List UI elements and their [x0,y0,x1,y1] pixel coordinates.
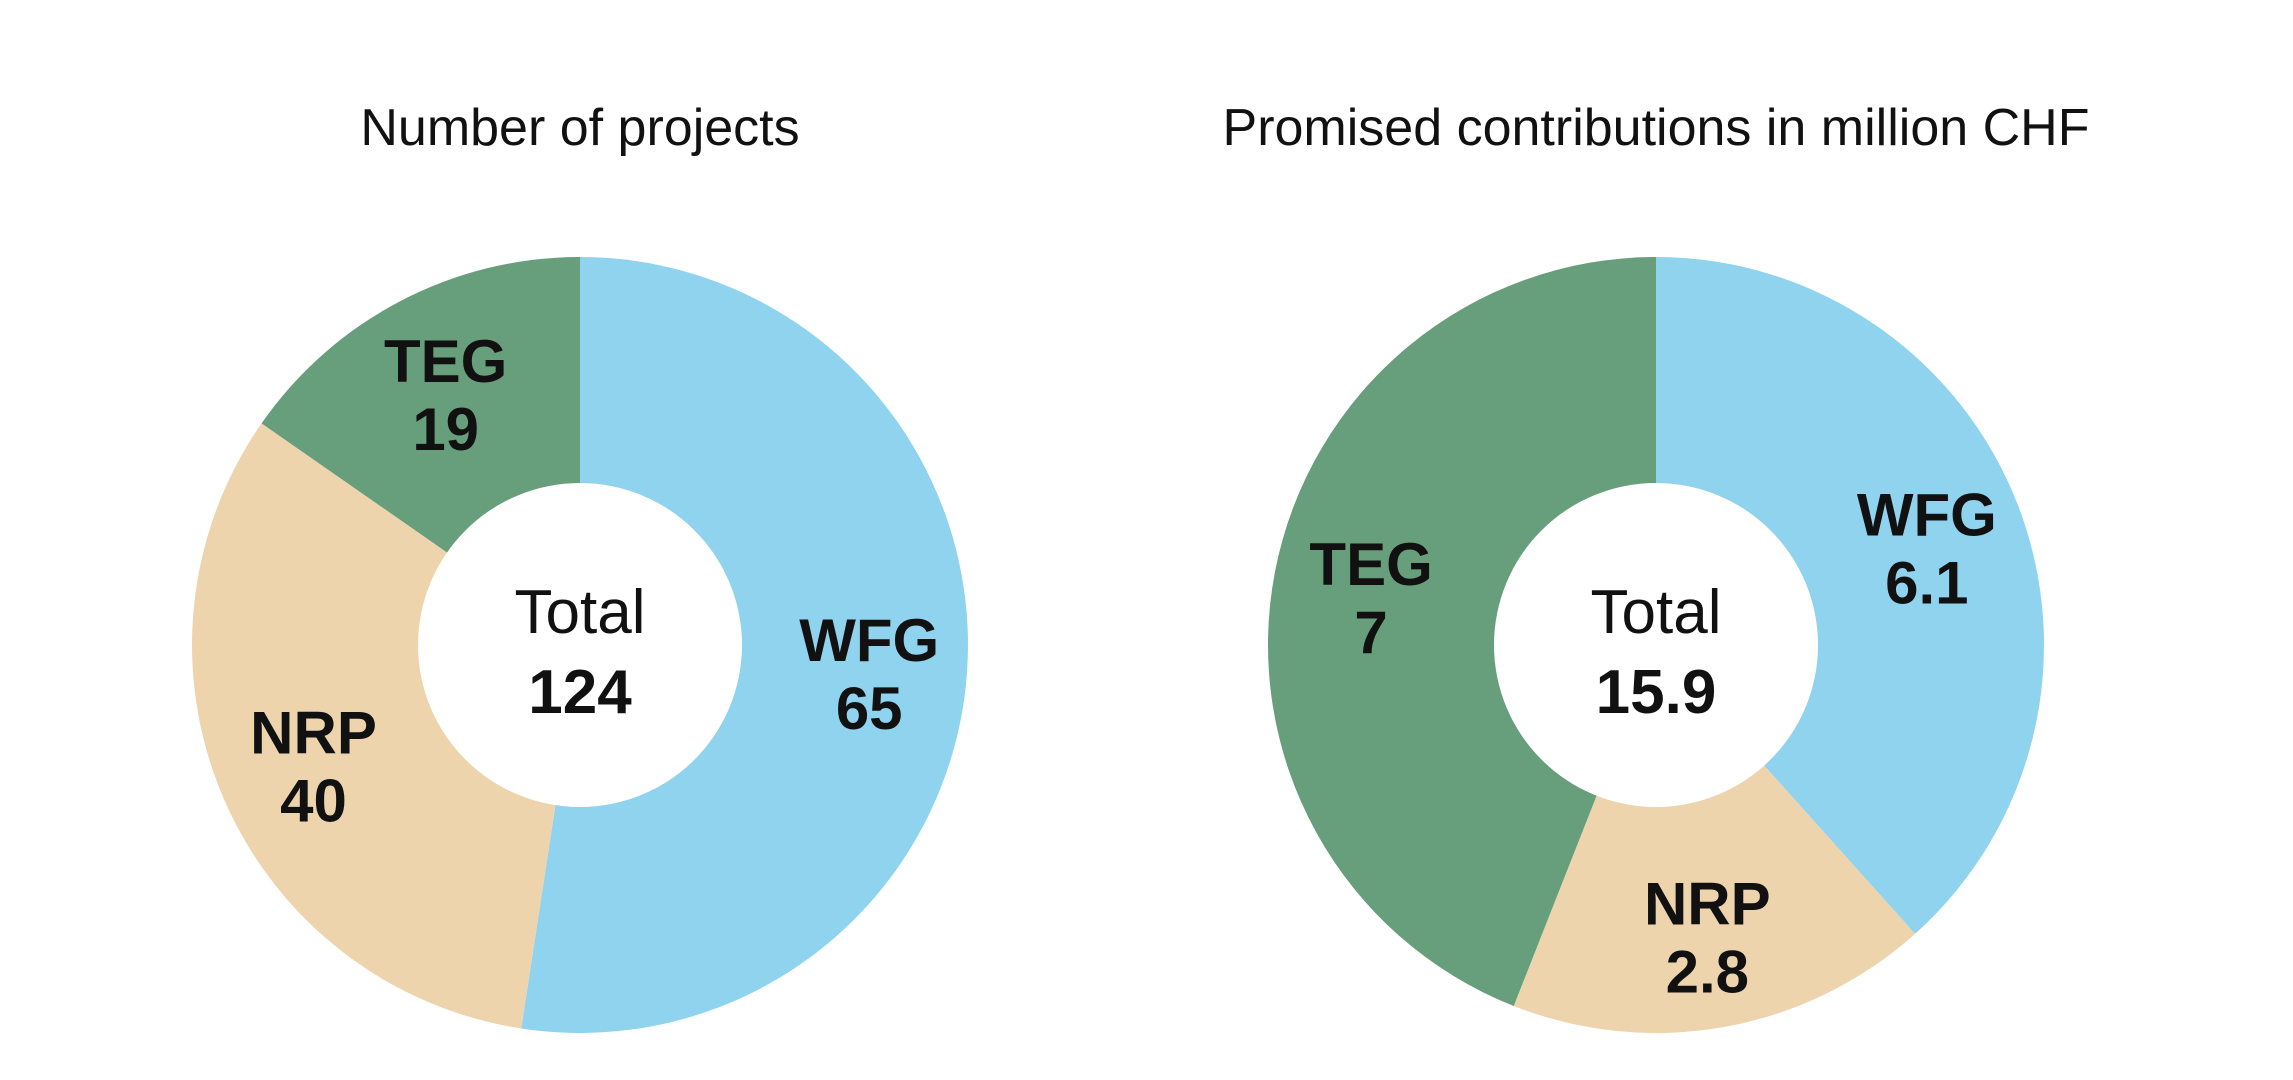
donut-hole [418,483,742,807]
slice-name-label: TEG [384,328,507,395]
chart-title: Number of projects [360,99,799,157]
center-total-label: Total [1591,578,1722,647]
slice-name-label: TEG [1309,531,1432,598]
slice-nrp [1513,645,1916,1033]
slice-name-label: WFG [799,607,939,674]
slice-value-label: 40 [280,767,347,834]
slice-nrp [191,423,580,1029]
slice-wfg [521,257,968,1033]
slice-value-label: 2.8 [1666,938,1749,1005]
slice-name-label: WFG [1857,481,1997,548]
slice-name-label: NRP [1644,870,1771,937]
slice-value-label: 7 [1354,599,1387,666]
slice-value-label: 19 [412,396,479,463]
slice-name-label: NRP [250,699,377,766]
slice-value-label: 6.1 [1885,549,1968,616]
slice-wfg [1656,257,2044,934]
slice-teg [1267,257,1656,1006]
contributions-donut-chart: Promised contributions in million CHF To… [1223,99,2090,1033]
chart-title: Promised contributions in million CHF [1223,99,2090,157]
center-total-value: 15.9 [1596,658,1717,727]
center-total-label: Total [515,578,646,647]
donut-hole [1494,483,1818,807]
slice-value-label: 65 [836,675,903,742]
center-total-value: 124 [528,658,632,727]
